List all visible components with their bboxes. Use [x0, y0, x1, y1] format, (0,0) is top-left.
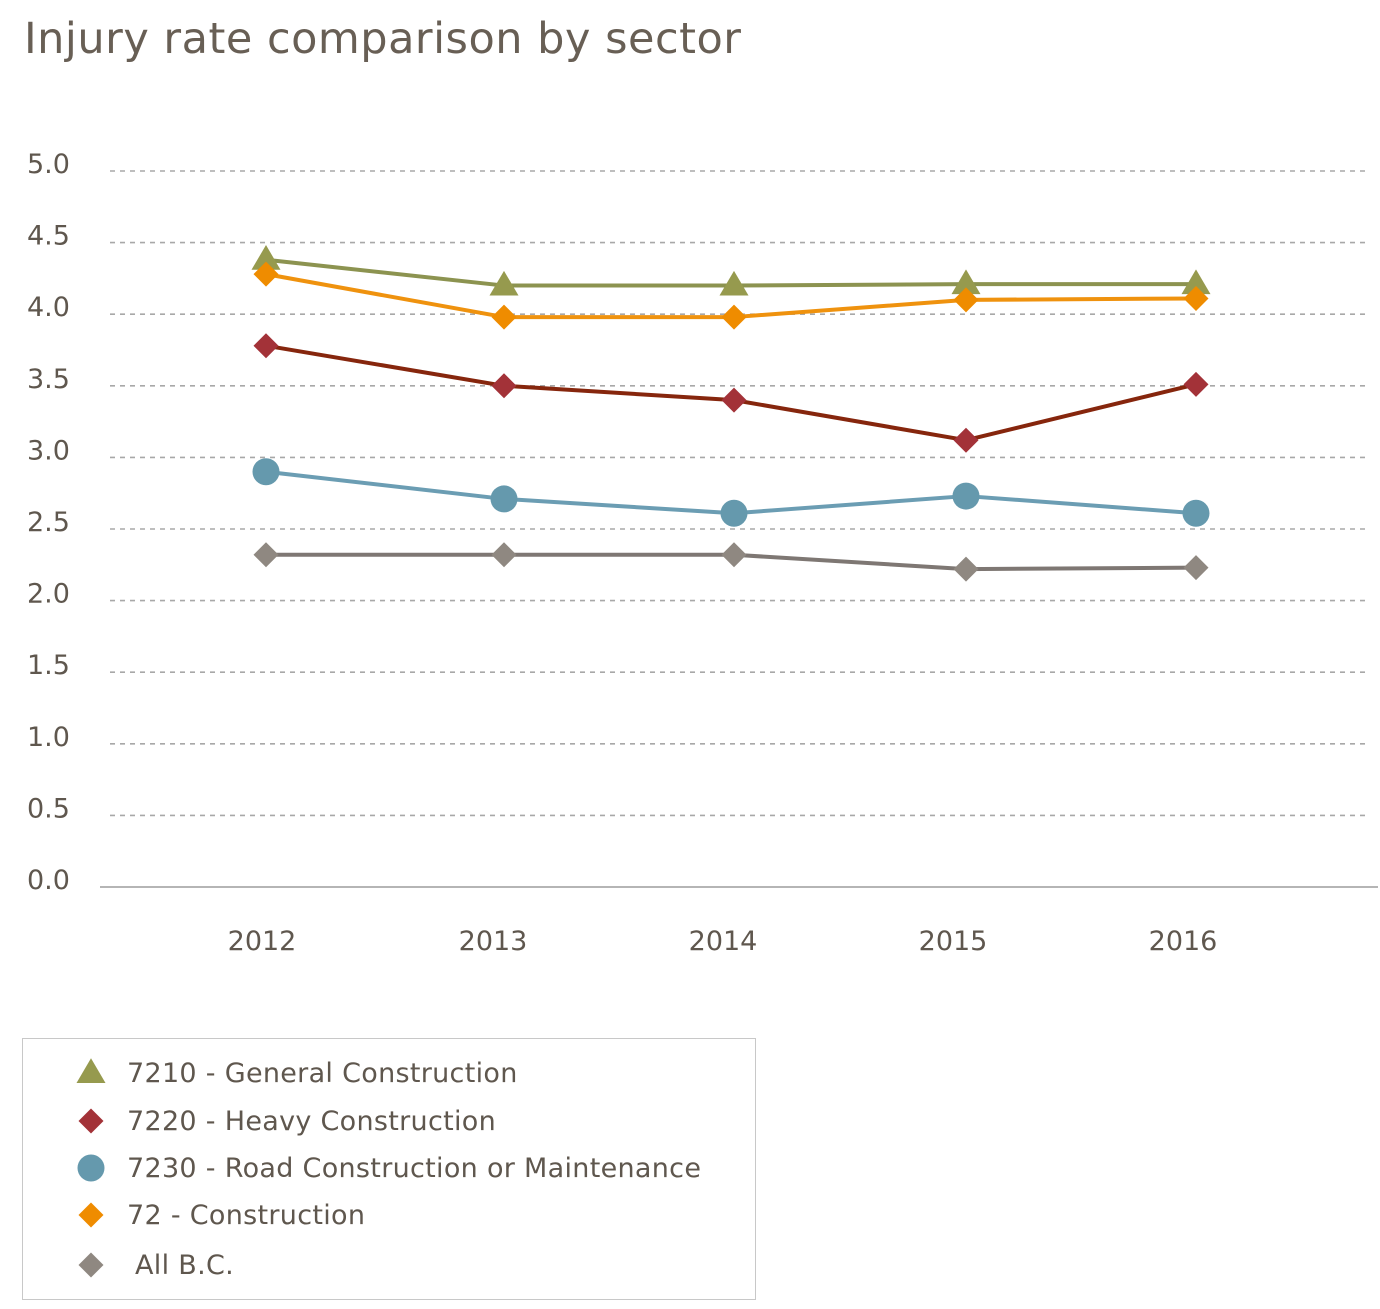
y-tick-label: 3.5: [27, 364, 70, 395]
series-1: [253, 261, 1209, 330]
data-point: [721, 542, 747, 568]
data-point: [951, 269, 981, 295]
data-point: [1182, 499, 1210, 527]
data-point: [721, 304, 747, 330]
data-point: [952, 482, 980, 510]
y-tick-label: 5.0: [27, 149, 70, 180]
data-point: [491, 373, 517, 399]
data-point: [1181, 269, 1211, 295]
data-point: [253, 542, 279, 568]
y-tick-label: 1.0: [27, 722, 70, 753]
legend-label: 7210 - General Construction: [127, 1058, 518, 1089]
y-tick-label: 0.0: [27, 865, 70, 896]
legend-marker-shape: [78, 1252, 104, 1278]
data-point: [489, 270, 519, 296]
diamond-marker-icon: [78, 1202, 104, 1228]
data-point: [491, 304, 517, 330]
data-point: [1183, 555, 1209, 581]
chart-title: Injury rate comparison by sector: [24, 14, 742, 64]
legend-label: 7230 - Road Construction or Maintenance: [127, 1153, 702, 1184]
gridlines: [110, 170, 1368, 817]
data-point: [252, 458, 280, 486]
series-2: [253, 333, 1209, 453]
data-point: [719, 270, 749, 296]
x-tick-label: 2015: [919, 926, 988, 957]
series-lines: [251, 245, 1211, 582]
legend-marker-shape: [76, 1058, 106, 1083]
legend-item: All B.C.: [23, 1245, 753, 1285]
data-point: [251, 245, 281, 270]
x-axis-tick-labels: 2012 2013 2014 2015 2016: [228, 926, 1218, 957]
data-point: [253, 261, 279, 287]
y-tick-label: 2.0: [27, 579, 70, 610]
x-tick-label: 2016: [1149, 926, 1218, 957]
data-point: [721, 387, 747, 413]
legend-label: 7220 - Heavy Construction: [127, 1106, 497, 1137]
legend: 7210 - General Construction 7220 - Heavy …: [22, 1038, 756, 1300]
x-tick-label: 2013: [459, 926, 528, 957]
data-point: [720, 499, 748, 527]
legend-item: 7230 - Road Construction or Maintenance: [23, 1148, 753, 1188]
data-point: [1183, 371, 1209, 397]
diamond-marker-icon: [78, 1108, 104, 1134]
series-3: [252, 458, 1210, 527]
data-point: [953, 556, 979, 582]
legend-marker-shape: [78, 1108, 104, 1134]
data-point: [953, 287, 979, 313]
legend-item: 72 - Construction: [23, 1195, 753, 1235]
y-tick-label: 1.5: [27, 650, 70, 681]
data-point: [490, 485, 518, 513]
data-point: [253, 333, 279, 359]
legend-item: 7220 - Heavy Construction: [23, 1101, 753, 1141]
legend-item: 7210 - General Construction: [23, 1053, 753, 1093]
data-point: [1183, 285, 1209, 311]
legend-marker-shape: [78, 1202, 104, 1228]
y-axis-tick-labels: 0.0 0.5 1.0 1.5 2.0 2.5 3.0 3.5 4.0 4.5 5.0: [27, 149, 70, 896]
y-tick-label: 4.5: [27, 221, 70, 252]
y-tick-label: 2.5: [27, 507, 70, 538]
series-0: [251, 245, 1211, 296]
line-chart: 0.00.51.01.52.02.53.03.54.04.55.0 2012 20…: [27, 149, 1378, 957]
y-tick-label: 0.5: [27, 793, 70, 824]
x-tick-label: 2012: [228, 926, 297, 957]
circle-marker-icon: [77, 1154, 105, 1182]
legend-label: All B.C.: [135, 1250, 234, 1281]
x-tick-label: 2014: [689, 926, 758, 957]
y-tick-label: 4.0: [27, 292, 70, 323]
legend-label: 72 - Construction: [127, 1200, 366, 1231]
y-tick-label: 3.0: [27, 435, 70, 466]
data-point: [491, 542, 517, 568]
legend-marker-shape: [77, 1154, 105, 1182]
triangle-marker-icon: [76, 1058, 106, 1083]
diamond-marker-icon: [78, 1252, 104, 1278]
series-4: [253, 542, 1209, 582]
data-point: [953, 427, 979, 453]
